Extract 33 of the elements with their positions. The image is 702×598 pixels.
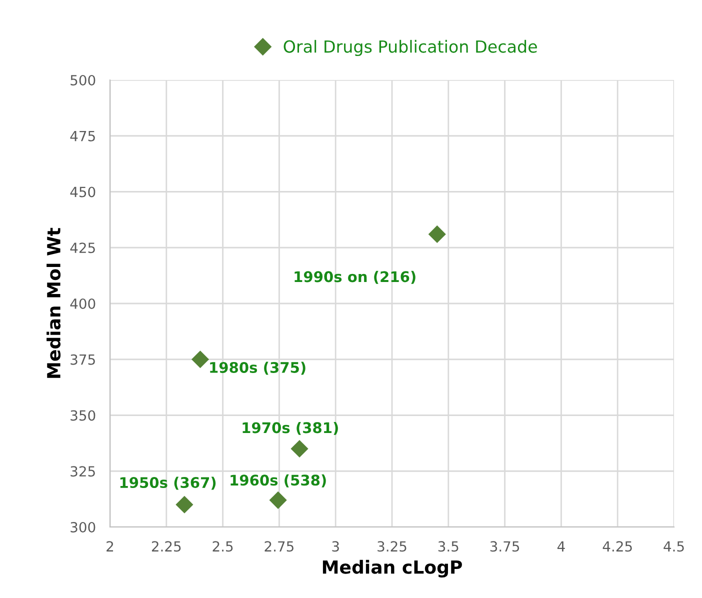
annotation: 1970s (381) [242,422,338,435]
legend-label: Oral Drugs Publication Decade [284,40,537,56]
y-tick-label: 375 [70,354,95,365]
x-tick-label: 2.25 [152,541,181,552]
x-tick-label: 2 [106,541,114,552]
annotation: 1980s (375) [210,362,306,375]
y-tick-label: 425 [70,242,95,254]
y-tick-label: 475 [70,131,95,142]
point [176,496,194,514]
y-tick-label: 400 [70,298,96,309]
x-tick-label: 4.25 [602,541,632,552]
x-tick-label: 2.5 [212,541,233,552]
x-tick-label: 4 [557,541,565,552]
x-tick-label: 2.75 [264,541,294,552]
annotation: 1990s on (216) [294,270,416,284]
x-tick-label: 3 [332,541,339,552]
x-tick-label: 3.5 [438,541,458,552]
x-tick-label: 3.75 [490,541,520,552]
annotation: 1960s (538) [230,474,326,488]
point [290,440,308,458]
point [428,225,446,243]
y-tick-label: 500 [70,74,96,86]
y-tick-label: 350 [70,410,96,421]
y-tick-label: 450 [70,186,96,198]
annotation: 1950s (367) [120,476,216,490]
x-axis-title: Median cLogP [322,560,462,578]
y-tick-label: 300 [70,522,96,532]
point [191,350,210,368]
x-tick-label: 4.5 [664,541,684,552]
x-tick-label: 3.25 [378,541,406,552]
y-tick-label: 325 [70,466,95,477]
point [269,491,287,509]
y-axis-title: Median Mol Wt [46,228,61,378]
